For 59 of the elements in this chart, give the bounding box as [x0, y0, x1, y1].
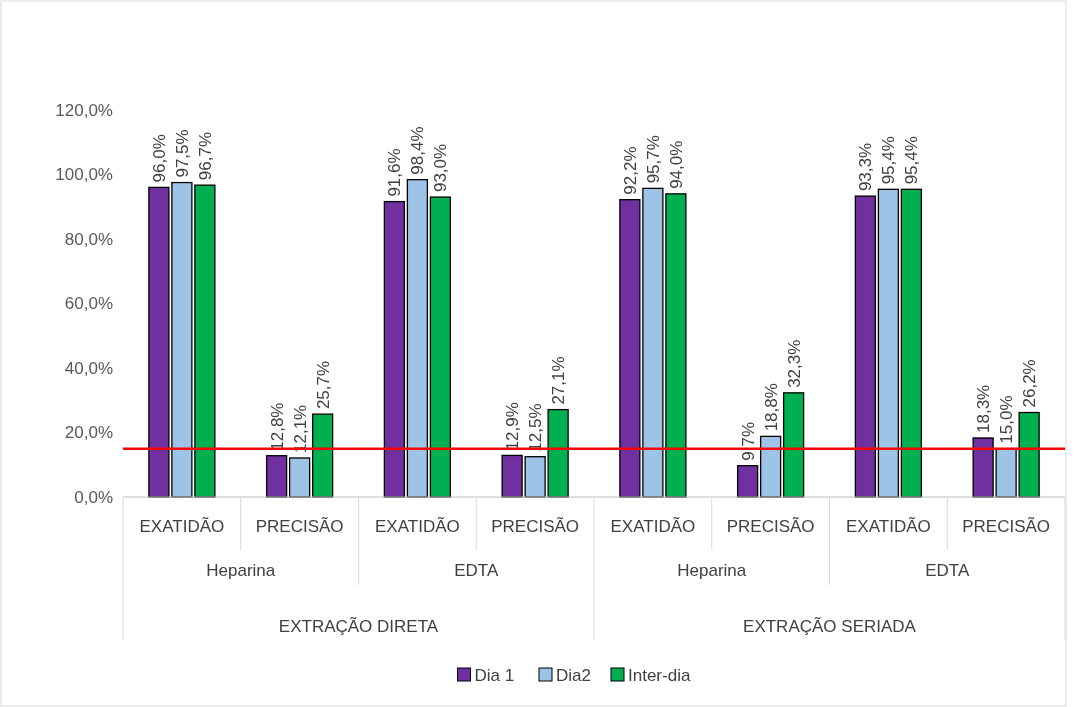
y-tick-label: 120,0% — [55, 100, 113, 120]
data-label: 96,0% — [149, 134, 169, 183]
data-label: 12,5% — [526, 403, 546, 452]
bar — [406, 179, 429, 498]
data-label: 27,1% — [549, 356, 569, 405]
bar — [900, 188, 923, 498]
bar — [383, 200, 406, 498]
x-tick-label: EXATIDÃO — [846, 517, 931, 536]
bar — [759, 435, 782, 498]
text: EXTRAÇÃO DIRETA — [278, 617, 439, 636]
bar — [288, 457, 311, 498]
data-label: 98,4% — [408, 126, 428, 175]
data-label: 18,8% — [761, 383, 781, 432]
x-tick-label: PRECISÃO — [726, 517, 815, 536]
x-tick-label: EXATIDÃO — [610, 517, 696, 536]
data-label: 12,8% — [267, 402, 287, 451]
data-label: 94,0% — [666, 140, 686, 189]
y-tick-label: 80,0% — [64, 229, 113, 249]
x-tick-label: EXATIDÃO — [375, 517, 460, 536]
data-label: 95,7% — [643, 135, 663, 184]
bar — [782, 392, 805, 498]
data-label: 32,3% — [784, 339, 804, 388]
text: EDTA — [925, 561, 970, 580]
data-label: 12,9% — [503, 402, 523, 451]
data-label: 95,4% — [879, 136, 899, 185]
y-tick-label: 40,0% — [64, 358, 113, 378]
y-tick-label: 0,0% — [74, 487, 113, 507]
text: EXTRAÇÃO SERIADA — [743, 617, 917, 636]
y-tick-label: 100,0% — [55, 165, 113, 185]
text: Heparina — [677, 561, 747, 580]
data-label: 15,0% — [997, 395, 1017, 444]
y-tick-label: 20,0% — [64, 423, 113, 443]
data-label: 97,5% — [172, 129, 192, 178]
bar — [311, 413, 334, 498]
legend-label: Dia 1 — [474, 665, 515, 685]
legend-label: Dia2 — [556, 665, 591, 685]
data-label: 93,0% — [431, 143, 451, 193]
x-tick-label: PRECISÃO — [491, 517, 580, 536]
bar — [265, 455, 288, 498]
x-tick-label: PRECISÃO — [255, 517, 344, 536]
text: EDTA — [454, 561, 499, 580]
data-label: 93,3% — [856, 142, 876, 192]
data-label: 92,2% — [620, 146, 640, 195]
text: Heparina — [206, 561, 276, 580]
bar — [877, 188, 900, 498]
data-label: 9,7% — [738, 421, 758, 461]
data-label: 96,7% — [195, 131, 215, 181]
bar — [736, 465, 759, 498]
data-label: 25,7% — [313, 360, 333, 410]
bar — [854, 195, 877, 498]
legend-label: Inter-dia — [628, 665, 691, 685]
data-label: 18,3% — [974, 384, 994, 433]
x-tick-label: EXATIDÃO — [139, 517, 225, 536]
y-tick-label: 60,0% — [64, 294, 113, 314]
data-label: 91,6% — [385, 148, 405, 197]
data-label: 26,2% — [1020, 359, 1040, 408]
data-label: 95,4% — [902, 136, 922, 185]
bar — [429, 196, 452, 498]
x-tick-label: PRECISÃO — [962, 517, 1051, 536]
